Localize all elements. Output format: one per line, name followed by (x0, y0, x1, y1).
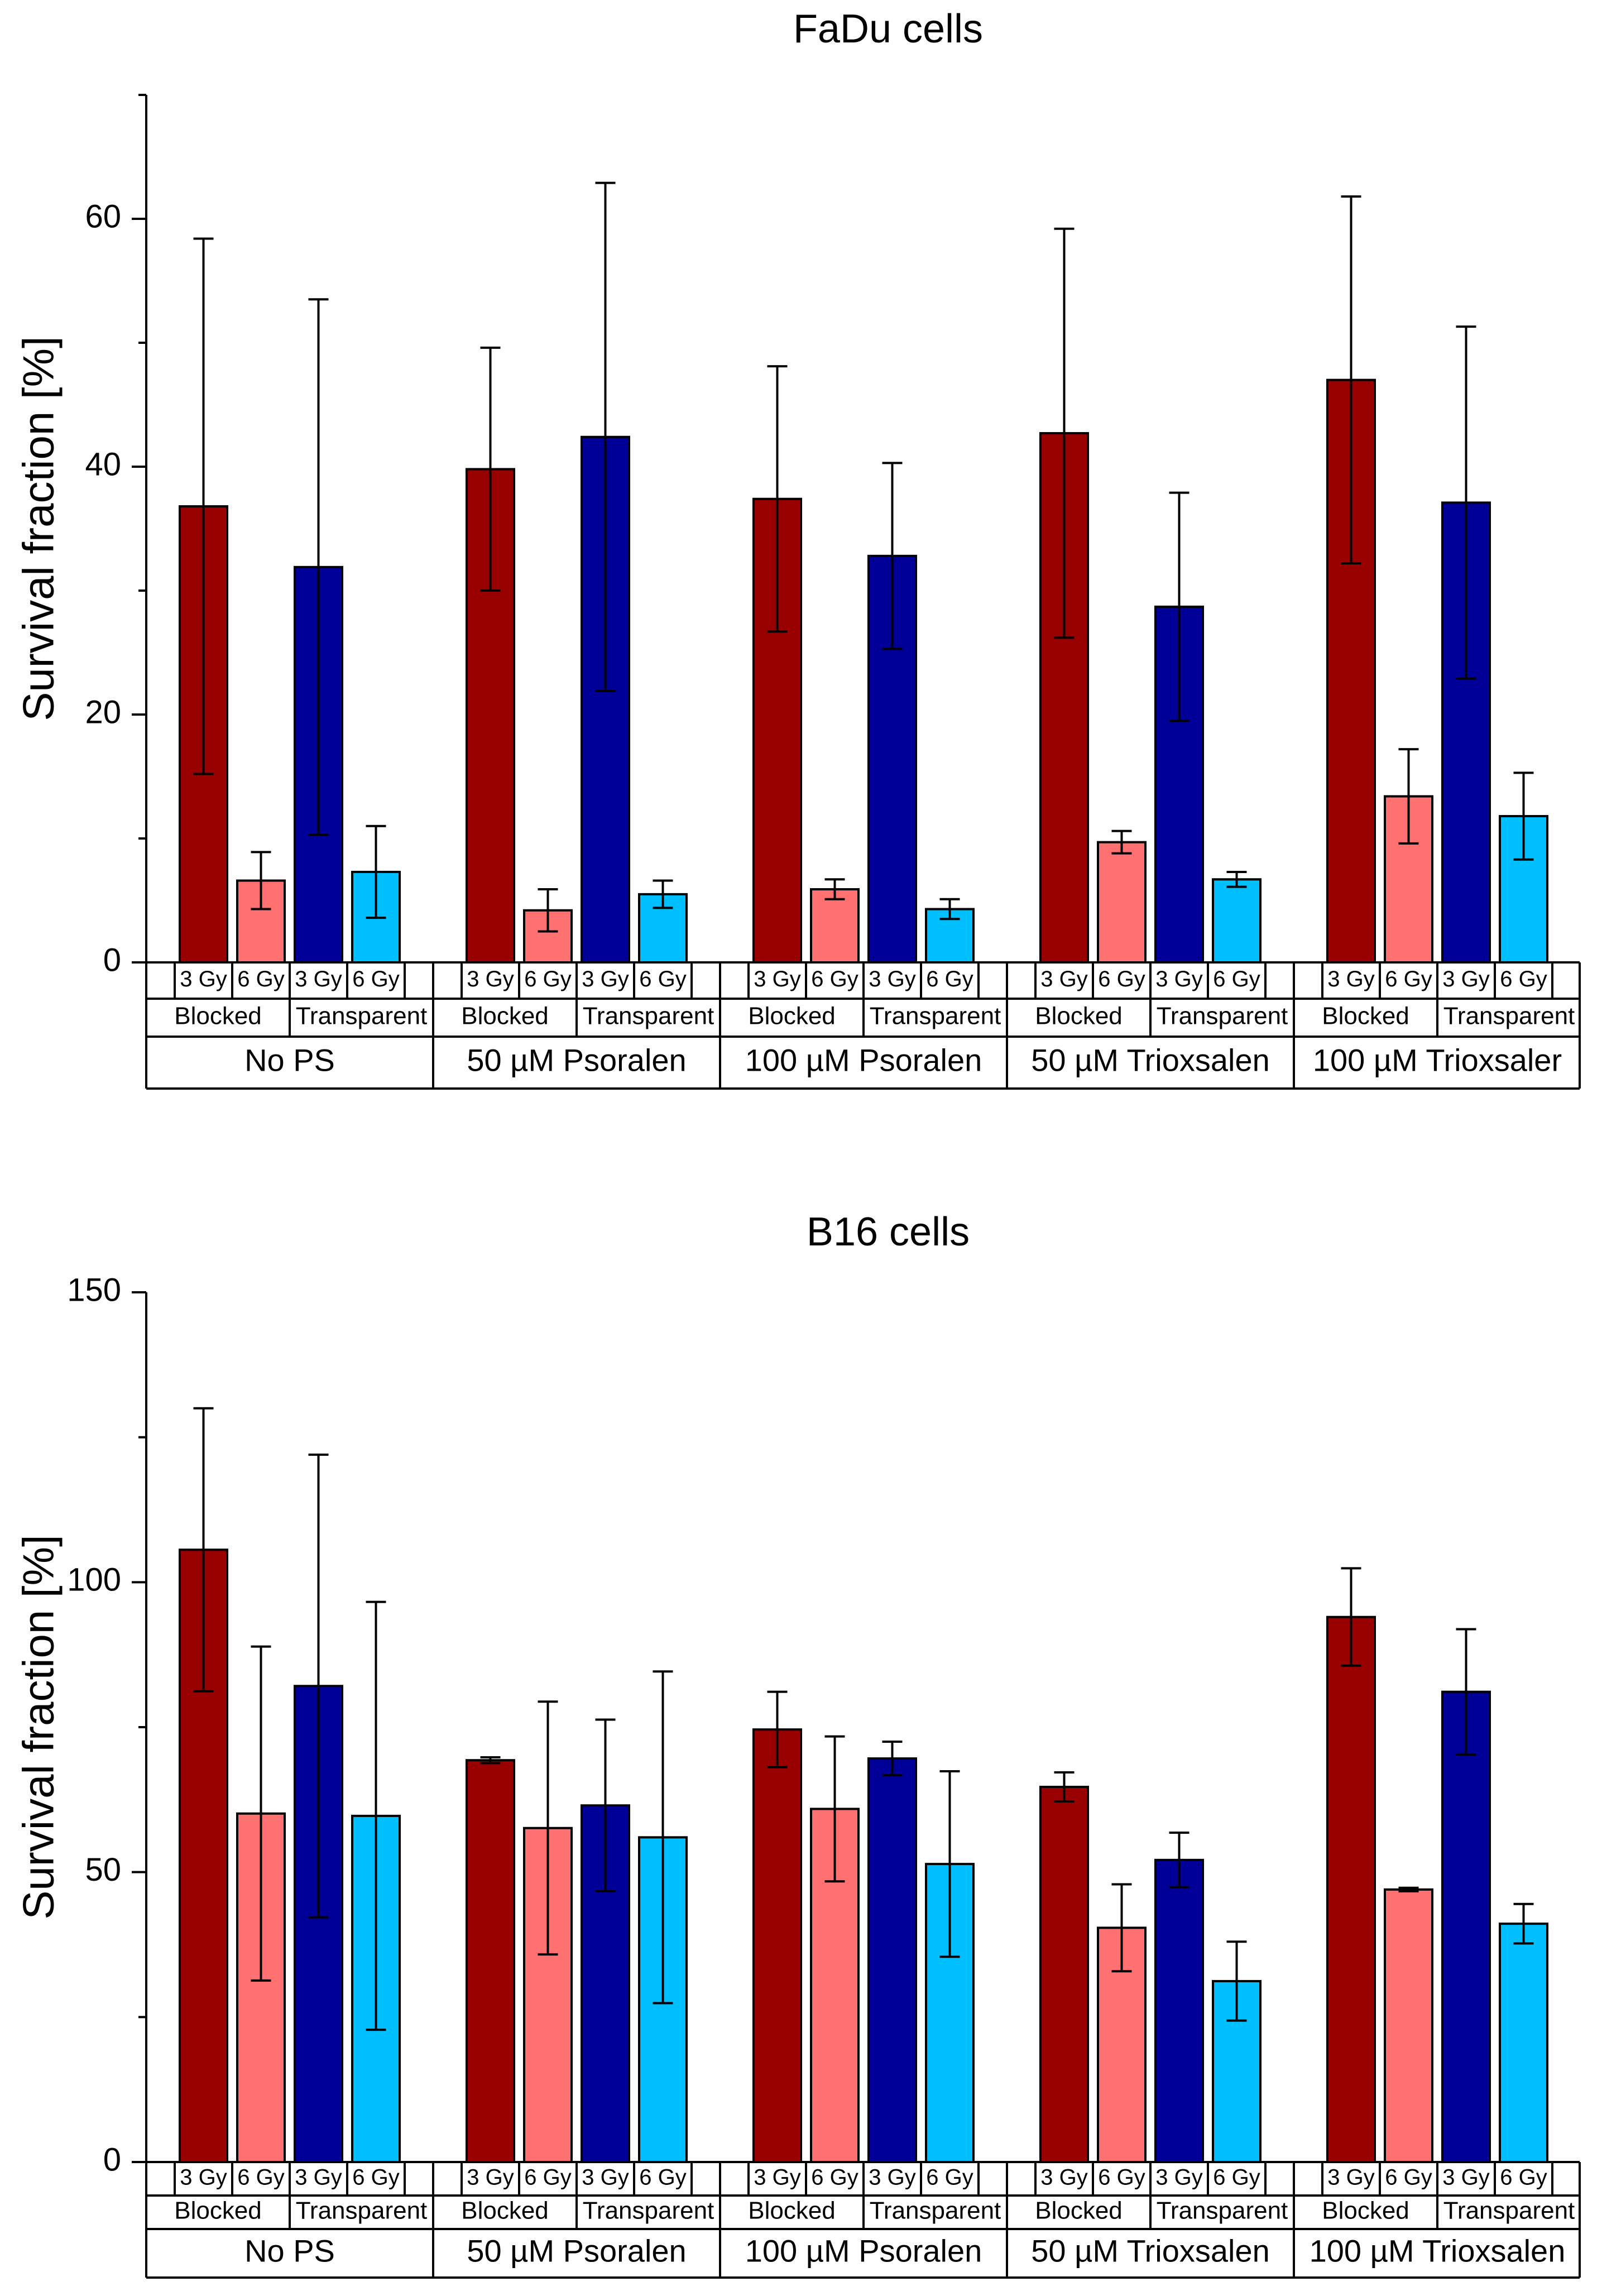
dose-label: 6 Gy (524, 967, 571, 991)
group-label: 100 µM Trioxsalen (1310, 2233, 1566, 2268)
y-tick-label: 0 (103, 942, 121, 978)
dose-label: 3 Gy (1442, 2165, 1489, 2190)
bar (1384, 1888, 1433, 2163)
y-tick-label: 50 (85, 1852, 121, 1888)
group-label: 50 µM Psoralen (467, 2233, 686, 2268)
condition-label: Blocked (174, 2197, 262, 2225)
dose-label: 6 Gy (237, 2165, 284, 2190)
condition-label: Blocked (1035, 2197, 1123, 2225)
dose-label: 3 Gy (869, 2165, 915, 2190)
bar (1154, 1858, 1204, 2164)
dose-label: 3 Gy (180, 2165, 227, 2190)
group-label: 50 µM Trioxsalen (1031, 2233, 1270, 2268)
dose-label: 6 Gy (811, 2165, 858, 2190)
y-tick-label: 40 (85, 446, 121, 482)
dose-label: 6 Gy (1500, 967, 1547, 991)
condition-label: Blocked (1035, 1003, 1123, 1030)
dose-label: 3 Gy (1442, 967, 1489, 991)
dose-label: 3 Gy (869, 967, 915, 991)
dose-label: 3 Gy (467, 2165, 514, 2190)
y-tick-label: 0 (103, 2141, 121, 2178)
condition-label: Blocked (748, 1003, 836, 1030)
y-tick-label: 150 (67, 1272, 121, 1308)
bar (466, 1759, 515, 2164)
condition-label: Transparent (870, 2197, 1001, 2225)
bar (1212, 878, 1262, 964)
y-tick-label: 60 (85, 198, 121, 234)
dose-label: 6 Gy (1098, 967, 1145, 991)
group-label: 100 µM Psoralen (745, 1042, 982, 1077)
dose-label: 3 Gy (1040, 967, 1087, 991)
dose-label: 6 Gy (1213, 967, 1260, 991)
condition-label: Blocked (174, 1003, 262, 1030)
dose-label: 3 Gy (1155, 967, 1202, 991)
dose-label: 6 Gy (1385, 967, 1432, 991)
condition-label: Transparent (296, 1003, 428, 1030)
condition-label: Blocked (1322, 1003, 1409, 1030)
dose-label: 6 Gy (1385, 2165, 1432, 2190)
dose-label: 3 Gy (754, 967, 800, 991)
dose-label: 3 Gy (1327, 967, 1374, 991)
chart-title: FaDu cells (793, 7, 983, 51)
y-axis-label: Survival fraction [%] (14, 336, 63, 721)
condition-label: Transparent (1443, 1003, 1575, 1030)
dose-label: 3 Gy (180, 967, 227, 991)
condition-label: Blocked (461, 2197, 549, 2225)
dose-label: 6 Gy (352, 2165, 399, 2190)
group-label: 100 µM Psoralen (745, 2233, 982, 2268)
condition-label: Transparent (1157, 2197, 1288, 2225)
dose-label: 3 Gy (754, 2165, 800, 2190)
dose-label: 3 Gy (1040, 2165, 1087, 2190)
y-tick-label: 100 (67, 1562, 121, 1598)
dose-label: 6 Gy (352, 967, 399, 991)
condition-label: Blocked (1322, 2197, 1409, 2225)
dose-label: 6 Gy (926, 2165, 973, 2190)
condition-label: Blocked (461, 1003, 549, 1030)
dose-label: 6 Gy (237, 967, 284, 991)
dose-label: 3 Gy (1155, 2165, 1202, 2190)
condition-label: Transparent (1157, 1003, 1288, 1030)
bar (1499, 1923, 1548, 2163)
bar (752, 1728, 802, 2164)
group-label: No PS (244, 1042, 335, 1077)
group-label: 100 µM Trioxsaler (1313, 1042, 1562, 1077)
bar (1441, 1690, 1491, 2163)
dose-label: 3 Gy (582, 967, 629, 991)
dose-label: 3 Gy (295, 2165, 342, 2190)
y-tick-label: 20 (85, 694, 121, 730)
dose-label: 3 Gy (467, 967, 514, 991)
group-label: 50 µM Psoralen (467, 1042, 686, 1077)
bar (1326, 1616, 1376, 2163)
dose-label: 6 Gy (1213, 2165, 1260, 2190)
group-label: No PS (244, 2233, 335, 2268)
dose-label: 3 Gy (1327, 2165, 1374, 2190)
y-axis-label: Survival fraction [%] (14, 1535, 63, 1919)
condition-label: Transparent (1443, 2197, 1575, 2225)
dose-label: 6 Gy (926, 967, 973, 991)
dose-label: 6 Gy (1098, 2165, 1145, 2190)
bar (1097, 841, 1147, 964)
condition-label: Transparent (870, 1003, 1001, 1030)
dose-label: 6 Gy (524, 2165, 571, 2190)
chart-title: B16 cells (807, 1210, 970, 1254)
dose-label: 6 Gy (639, 2165, 686, 2190)
condition-label: Transparent (583, 2197, 714, 2225)
dose-label: 6 Gy (811, 967, 858, 991)
bar (1039, 1785, 1089, 2163)
group-label: 50 µM Trioxsalen (1031, 1042, 1270, 1077)
dose-label: 6 Gy (1500, 2165, 1547, 2190)
condition-label: Transparent (296, 2197, 428, 2225)
condition-label: Blocked (748, 2197, 836, 2225)
condition-label: Transparent (583, 1003, 714, 1030)
dose-label: 3 Gy (295, 967, 342, 991)
dose-label: 3 Gy (582, 2165, 629, 2190)
bar (867, 1757, 917, 2163)
dose-label: 6 Gy (639, 967, 686, 991)
